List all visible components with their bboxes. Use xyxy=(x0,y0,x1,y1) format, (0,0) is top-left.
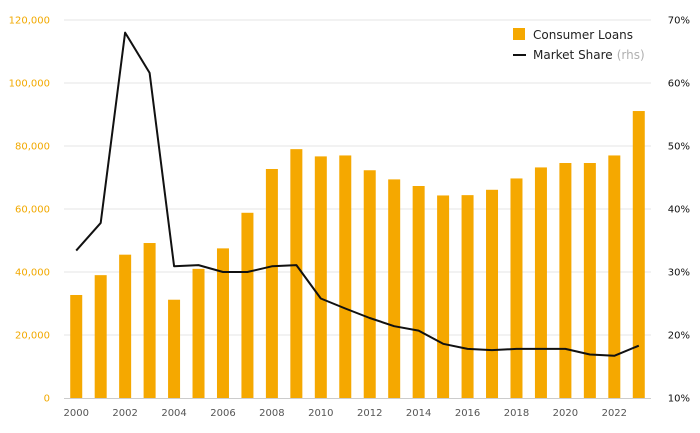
bar-2021 xyxy=(583,163,596,398)
x-tick-label: 2004 xyxy=(161,408,186,419)
bar-2015 xyxy=(437,195,450,398)
bar-2008 xyxy=(265,168,278,398)
y-right-tick-label: 50% xyxy=(668,142,690,153)
bar-2003 xyxy=(143,243,156,398)
y-left-tick-label: 20,000 xyxy=(15,331,50,342)
x-axis: 2000 2002 2004 2006 2008 2010 2012 2014 2016 2018… xyxy=(64,408,628,419)
legend-label-market-share-text: Market Share xyxy=(533,48,613,62)
market-share-line xyxy=(75,31,640,357)
bar-2019 xyxy=(534,167,547,398)
x-tick-label: 2010 xyxy=(308,408,333,419)
y-left-tick-label: 100,000 xyxy=(9,79,50,90)
right-y-axis: 10% 20% 30% 40% 50% 60% 70% xyxy=(668,16,690,405)
line-series-market-share xyxy=(75,31,640,357)
bar-2009 xyxy=(290,149,303,398)
legend-label-consumer-loans: Consumer Loans xyxy=(533,28,633,42)
bar-2013 xyxy=(388,179,401,398)
x-tick-label: 2008 xyxy=(259,408,284,419)
bar-2000 xyxy=(70,294,83,398)
x-tick-label: 2000 xyxy=(64,408,89,419)
legend: Consumer Loans Market Share (rhs) xyxy=(513,28,645,62)
x-tick-label: 2018 xyxy=(504,408,529,419)
x-tick-label: 2016 xyxy=(455,408,480,419)
bar-2022 xyxy=(608,155,621,398)
legend-swatch-consumer-loans xyxy=(513,28,525,40)
y-right-tick-label: 70% xyxy=(668,16,690,27)
bar-2016 xyxy=(461,195,474,398)
bar-2001 xyxy=(94,275,107,398)
y-right-tick-label: 20% xyxy=(668,331,690,342)
y-right-tick-label: 60% xyxy=(668,79,690,90)
bar-2002 xyxy=(119,254,132,398)
x-tick-label: 2014 xyxy=(406,408,431,419)
legend-label-market-share: Market Share (rhs) xyxy=(533,48,645,62)
x-tick-label: 2012 xyxy=(357,408,382,419)
gridlines xyxy=(64,19,651,336)
y-right-tick-label: 30% xyxy=(668,268,690,279)
bar-2020 xyxy=(559,163,572,398)
y-left-tick-label: 0 xyxy=(44,394,50,405)
y-right-tick-label: 40% xyxy=(668,205,690,216)
bar-series-consumer-loans xyxy=(70,111,645,398)
bar-2006 xyxy=(216,248,229,398)
bar-2007 xyxy=(241,212,254,398)
bar-2018 xyxy=(510,178,523,398)
bar-2011 xyxy=(339,155,352,398)
x-tick-label: 2020 xyxy=(553,408,578,419)
y-right-tick-label: 10% xyxy=(668,394,690,405)
bar-2005 xyxy=(192,268,205,398)
bar-2010 xyxy=(314,156,327,398)
y-left-tick-label: 120,000 xyxy=(9,16,50,27)
left-y-axis: 0 20,000 40,000 60,000 80,000 100,000 120,000 xyxy=(9,16,50,405)
bar-2014 xyxy=(412,186,425,398)
y-left-tick-label: 80,000 xyxy=(15,142,50,153)
legend-label-rhs: (rhs) xyxy=(617,48,645,62)
y-left-tick-label: 60,000 xyxy=(15,205,50,216)
x-tick-label: 2006 xyxy=(210,408,235,419)
x-tick-label: 2002 xyxy=(112,408,137,419)
bar-2012 xyxy=(363,170,376,398)
bar-2017 xyxy=(486,189,499,398)
y-left-tick-label: 40,000 xyxy=(15,268,50,279)
x-tick-label: 2022 xyxy=(602,408,627,419)
bar-2004 xyxy=(168,299,181,398)
bar-2023 xyxy=(632,111,645,398)
